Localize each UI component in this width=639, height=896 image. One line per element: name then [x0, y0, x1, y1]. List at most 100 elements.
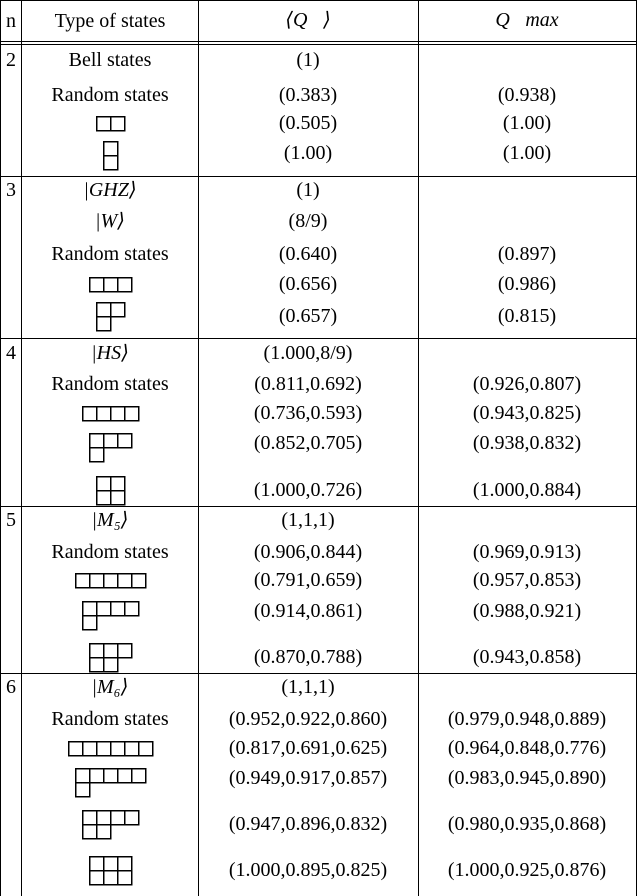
mean-q-value: (0.947,0.896,0.832) [228, 813, 388, 835]
header-rule-2 [0, 44, 637, 45]
young-box [82, 601, 98, 617]
mean-q-value: (1,1,1) [281, 676, 335, 698]
young-box [96, 476, 112, 492]
young-box [82, 406, 98, 422]
young-box [117, 856, 133, 872]
q-max-value: (0.980,0.935,0.868) [447, 813, 607, 835]
young-box [124, 601, 140, 617]
q-max-value: (0.943,0.858) [472, 646, 582, 668]
young-box [110, 741, 126, 757]
young-box [131, 768, 147, 784]
young-box [96, 490, 112, 506]
q-max-value: (0.938,0.832) [472, 432, 582, 454]
column-divider-q [418, 0, 419, 896]
young-box [103, 856, 119, 872]
table-border-left [0, 0, 1, 896]
mean-q-value: (0.870,0.788) [253, 646, 363, 668]
group-n: 2 [6, 49, 16, 71]
mean-q-value: (0.906,0.844) [253, 541, 363, 563]
young-box [89, 447, 105, 463]
mean-q-value: (0.505) [278, 112, 338, 134]
state-type: Random states [51, 243, 169, 265]
mean-q-value: (1) [296, 49, 320, 71]
mean-q-value: (0.640) [278, 243, 338, 265]
group-divider [0, 176, 637, 177]
young-box [96, 302, 112, 318]
column-divider-n [21, 0, 22, 896]
state-type: |GHZ⟩ [83, 179, 137, 201]
table-top-rule [0, 0, 637, 1]
mean-q-value: (0.657) [278, 305, 338, 327]
young-box [82, 615, 98, 631]
young-box [82, 810, 98, 826]
group-n: 6 [6, 676, 16, 698]
header-type: Type of states [54, 10, 166, 32]
young-box [89, 856, 105, 872]
header-rule-1 [0, 41, 637, 42]
q-max-value: (1.00) [502, 142, 552, 164]
q-max-value: (1.00) [502, 112, 552, 134]
q-max-value: (0.979,0.948,0.889) [447, 708, 607, 730]
young-box [75, 573, 91, 589]
mean-q-value: (0.949,0.917,0.857) [228, 767, 388, 789]
young-box [110, 490, 126, 506]
young-diagram [89, 277, 133, 293]
q-max-value: (0.926,0.807) [472, 373, 582, 395]
mean-q-value: (8/9) [288, 210, 328, 232]
young-box [124, 810, 140, 826]
young-box [89, 768, 105, 784]
young-diagram [96, 302, 126, 332]
young-diagram [96, 476, 126, 506]
young-box [103, 141, 119, 157]
q-max-value: (1.000,0.884) [472, 479, 582, 501]
mean-q-value: (0.952,0.922,0.860) [228, 708, 388, 730]
group-n: 5 [6, 509, 16, 531]
young-box [110, 116, 126, 132]
young-box [103, 573, 119, 589]
young-box [117, 643, 133, 659]
group-divider [0, 506, 637, 507]
young-box [103, 768, 119, 784]
table-border-right [636, 0, 637, 896]
young-box [110, 476, 126, 492]
q-max-value: (0.988,0.921) [472, 600, 582, 622]
q-max-value: (0.943,0.825) [472, 402, 582, 424]
mean-q-value: (0.817,0.691,0.625) [228, 737, 388, 759]
mean-q-value: (1) [296, 179, 320, 201]
young-box [117, 768, 133, 784]
young-box [103, 870, 119, 886]
young-diagram [89, 856, 133, 886]
young-box [89, 277, 105, 293]
young-diagram [68, 741, 154, 757]
q-max-value: (0.983,0.945,0.890) [447, 767, 607, 789]
q-max-value: (0.986) [497, 273, 557, 295]
young-diagram [82, 406, 140, 422]
young-box [124, 406, 140, 422]
young-box [138, 741, 154, 757]
young-diagram [89, 643, 133, 673]
state-type: |W⟩ [95, 210, 125, 232]
mean-q-value: (0.656) [278, 273, 338, 295]
q-max-value: (0.964,0.848,0.776) [447, 737, 607, 759]
group-n: 3 [6, 179, 16, 201]
mean-q-value: (1.000,8/9) [263, 342, 353, 364]
young-box [89, 643, 105, 659]
state-type: Random states [51, 541, 169, 563]
young-diagram [82, 810, 140, 840]
young-diagram [75, 768, 147, 798]
state-type: Random states [51, 373, 169, 395]
young-box [82, 741, 98, 757]
header-q-max: Q⃗max [495, 9, 559, 31]
mean-q-value: (0.736,0.593) [253, 402, 363, 424]
young-diagram [82, 601, 140, 631]
mean-q-value: (1,1,1) [281, 509, 335, 531]
mean-q-value: (1.000,0.895,0.825) [228, 859, 388, 881]
young-box [89, 870, 105, 886]
young-box [96, 406, 112, 422]
young-box [103, 277, 119, 293]
young-box [117, 277, 133, 293]
group-n: 4 [6, 342, 16, 364]
q-max-value: (1.000,0.925,0.876) [447, 859, 607, 881]
q-max-value: (0.957,0.853) [472, 569, 582, 591]
mean-q-value: (0.791,0.659) [253, 569, 363, 591]
